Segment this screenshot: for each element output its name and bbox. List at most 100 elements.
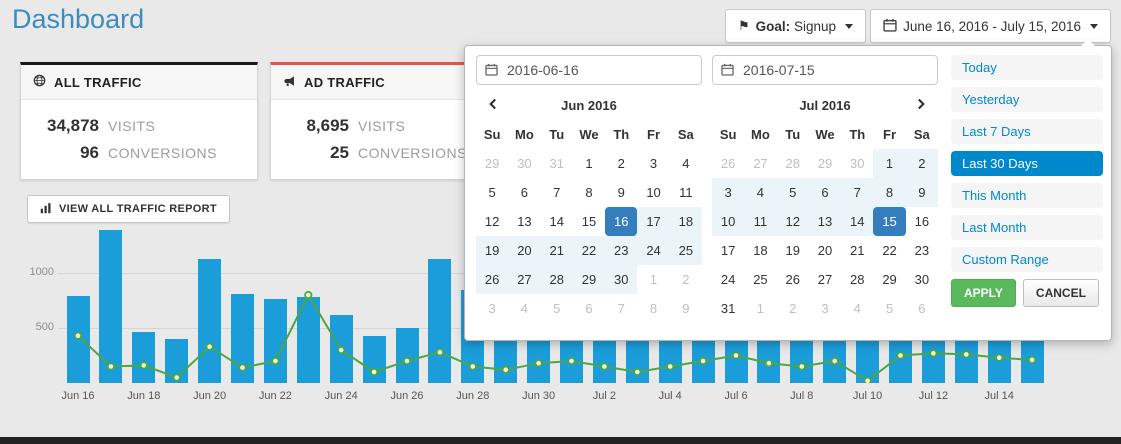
calendar-day[interactable]: 9 (682, 301, 690, 316)
calendar-day[interactable]: 17 (720, 243, 736, 258)
view-all-traffic-report-button[interactable]: VIEW ALL TRAFFIC REPORT (27, 195, 230, 223)
calendar-day[interactable]: 19 (785, 243, 800, 258)
calendar-day[interactable]: 5 (885, 301, 894, 316)
calendar-day[interactable]: 23 (914, 243, 930, 258)
calendar-day[interactable]: 6 (808, 178, 842, 207)
calendar-day[interactable]: 28 (540, 265, 573, 294)
end-date-input[interactable] (712, 55, 938, 85)
calendar-day[interactable]: 2 (617, 156, 625, 171)
calendar-day[interactable]: 9 (617, 185, 625, 200)
calendar-day[interactable]: 4 (682, 156, 690, 171)
range-option-last-30-days[interactable]: Last 30 Days (951, 151, 1103, 176)
calendar-day[interactable]: 24 (637, 236, 670, 265)
calendar-day[interactable]: 6 (585, 301, 593, 316)
calendar-day[interactable]: 28 (850, 272, 865, 287)
goal-selector-button[interactable]: ⚑ Goal: Signup (725, 9, 866, 43)
calendar-day[interactable]: 12 (776, 207, 809, 236)
calendar-day[interactable]: 5 (488, 185, 496, 200)
calendar-day[interactable]: 8 (873, 178, 906, 207)
calendar-day[interactable]: 13 (808, 207, 842, 236)
calendar-day[interactable]: 20 (508, 236, 541, 265)
calendar-day[interactable]: 30 (850, 156, 865, 171)
range-option-this-month[interactable]: This Month (951, 183, 1103, 208)
calendar-day[interactable]: 29 (817, 156, 833, 171)
calendar-day[interactable]: 3 (821, 301, 829, 316)
calendar-day[interactable]: 25 (669, 236, 702, 265)
calendar-day[interactable]: 2 (905, 149, 938, 178)
range-option-custom-range[interactable]: Custom Range (951, 247, 1103, 272)
calendar-day[interactable]: 1 (585, 156, 593, 171)
calendar-day[interactable]: 3 (649, 156, 658, 171)
calendar-day[interactable]: 26 (785, 272, 800, 287)
calendar-day[interactable]: 13 (517, 214, 532, 229)
calendar-day[interactable]: 29 (572, 265, 606, 294)
calendar-day[interactable]: 15 (581, 214, 597, 229)
calendar-day[interactable]: 30 (517, 156, 532, 171)
calendar-day[interactable]: 10 (646, 185, 661, 200)
range-option-last-7-days[interactable]: Last 7 Days (951, 119, 1103, 144)
calendar-day[interactable]: 1 (756, 301, 765, 316)
calendar-day[interactable]: 4 (744, 178, 777, 207)
calendar-day[interactable]: 24 (720, 272, 736, 287)
calendar-day[interactable]: 9 (905, 178, 938, 207)
calendar-day[interactable]: 6 (918, 301, 926, 316)
calendar-day[interactable]: 2 (682, 272, 690, 287)
calendar-day[interactable]: 21 (850, 243, 865, 258)
calendar-day[interactable]: 1 (649, 272, 658, 287)
start-date-input[interactable] (476, 55, 702, 85)
calendar-day[interactable]: 12 (484, 214, 500, 229)
next-month-button[interactable] (906, 91, 938, 120)
calendar-day[interactable]: 16 (914, 214, 930, 229)
range-option-today[interactable]: Today (951, 55, 1103, 80)
calendar-day[interactable]: 4 (853, 301, 861, 316)
calendar-day[interactable]: 22 (572, 236, 606, 265)
calendar-day[interactable]: 31 (549, 156, 564, 171)
calendar-day[interactable]: 22 (882, 243, 897, 258)
calendar-day[interactable]: 30 (914, 272, 930, 287)
calendar-day[interactable]: 10 (712, 207, 745, 236)
calendar-day[interactable]: 27 (508, 265, 541, 294)
calendar-day[interactable]: 25 (753, 272, 768, 287)
calendar-day[interactable]: 17 (637, 207, 670, 236)
calendar-day[interactable]: 18 (753, 243, 768, 258)
calendar-day[interactable]: 16 (605, 207, 638, 236)
calendar-day[interactable]: 3 (488, 301, 496, 316)
calendar-day[interactable]: 23 (605, 236, 638, 265)
calendar-day[interactable]: 1 (873, 149, 906, 178)
calendar-day[interactable]: 11 (679, 185, 693, 200)
calendar-day[interactable]: 7 (617, 301, 625, 316)
calendar-day[interactable]: 11 (744, 207, 777, 236)
calendar-day[interactable]: 30 (605, 265, 638, 294)
calendar-day[interactable]: 29 (484, 156, 500, 171)
calendar-day[interactable]: 8 (585, 185, 593, 200)
calendar-day[interactable]: 27 (817, 272, 833, 287)
range-option-last-month[interactable]: Last Month (951, 215, 1103, 240)
prev-month-button[interactable] (476, 91, 508, 120)
calendar-day[interactable]: 19 (476, 236, 509, 265)
calendar-day[interactable]: 4 (520, 301, 529, 316)
calendar-day[interactable]: 26 (476, 265, 509, 294)
calendar-day[interactable]: 7 (841, 178, 874, 207)
calendar-day[interactable]: 29 (882, 272, 897, 287)
calendar-day[interactable]: 3 (712, 178, 745, 207)
calendar-day[interactable]: 31 (720, 301, 736, 316)
calendar-day[interactable]: 20 (817, 243, 833, 258)
calendar-day[interactable]: 26 (720, 156, 736, 171)
calendar-day[interactable]: 28 (785, 156, 800, 171)
date-range-button[interactable]: June 16, 2016 - July 15, 2016 (870, 9, 1111, 43)
calendar-day[interactable]: 7 (553, 185, 561, 200)
calendar-day[interactable]: 5 (553, 301, 561, 316)
calendar-day[interactable]: 27 (753, 156, 768, 171)
calendar-day[interactable]: 18 (669, 207, 702, 236)
apply-button[interactable]: APPLY (951, 279, 1016, 307)
calendar-day[interactable]: 21 (540, 236, 573, 265)
calendar-day[interactable]: 14 (549, 214, 564, 229)
calendar-day[interactable]: 8 (649, 301, 658, 316)
calendar-day[interactable]: 15 (873, 207, 906, 236)
cancel-button[interactable]: CANCEL (1022, 279, 1099, 307)
range-option-yesterday[interactable]: Yesterday (951, 87, 1103, 112)
calendar-day[interactable]: 5 (776, 178, 809, 207)
calendar-day[interactable]: 6 (520, 185, 529, 200)
calendar-day[interactable]: 2 (789, 301, 797, 316)
calendar-day[interactable]: 14 (841, 207, 874, 236)
